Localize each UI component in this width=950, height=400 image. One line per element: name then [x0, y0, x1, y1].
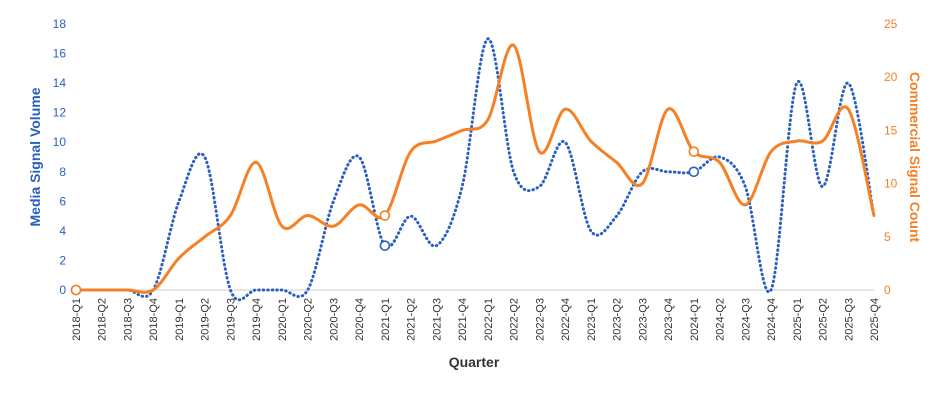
- left-tick-label: 0: [59, 283, 66, 297]
- right-tick-label: 10: [884, 177, 898, 191]
- right-tick-label: 20: [884, 70, 898, 84]
- media-highlight-point: [379, 240, 391, 251]
- left-axis-ticks: 0 2 4 6 8 10 12 14 16 18: [53, 17, 67, 297]
- x-tick-label: 2018-Q1: [71, 298, 83, 341]
- x-tick-label: 2021-Q1: [380, 298, 392, 341]
- x-tick-label: 2024-Q2: [715, 298, 727, 341]
- x-tick-label: 2024-Q3: [740, 298, 752, 341]
- x-tick-label: 2025-Q3: [843, 298, 855, 341]
- x-tick-label: 2019-Q1: [174, 298, 186, 341]
- commercial-highlight-point: [70, 284, 82, 296]
- right-axis-ticks: 0 5 10 15 20 25: [884, 17, 898, 297]
- series-layer: [74, 37, 876, 302]
- x-tick-label: 2021-Q4: [457, 298, 469, 341]
- x-tick-label: 2022-Q4: [560, 298, 572, 341]
- x-tick-label: 2019-Q4: [251, 298, 263, 341]
- x-tick-label: 2018-Q3: [122, 298, 134, 341]
- x-tick-label: 2025-Q2: [818, 298, 830, 341]
- left-tick-label: 2: [59, 253, 66, 267]
- x-tick-label: 2020-Q1: [277, 298, 289, 341]
- media-highlight-point: [688, 166, 700, 178]
- x-tick-label: 2020-Q3: [328, 298, 340, 341]
- commercial-highlight-point: [379, 210, 391, 221]
- left-tick-label: 10: [53, 135, 67, 149]
- x-tick-label: 2023-Q1: [586, 298, 598, 341]
- x-tick-label: 2022-Q1: [483, 298, 495, 341]
- x-tick-label: 2018-Q2: [97, 298, 109, 341]
- left-tick-label: 8: [59, 165, 66, 179]
- x-tick-label: 2023-Q3: [637, 298, 649, 341]
- x-tick-label: 2025-Q1: [792, 298, 804, 341]
- right-tick-label: 25: [884, 17, 898, 31]
- x-tick-label: 2019-Q2: [200, 298, 212, 341]
- x-axis-ticks: 2018-Q1 2018-Q2 2018-Q3 2018-Q4 2019-Q1 2019-…: [71, 298, 881, 341]
- left-tick-label: 16: [53, 47, 67, 61]
- x-axis-title: Quarter: [449, 354, 500, 370]
- x-tick-label: 2021-Q3: [431, 298, 443, 341]
- left-tick-label: 4: [59, 224, 66, 238]
- highlight-markers: [70, 146, 700, 296]
- left-tick-label: 18: [53, 17, 67, 31]
- x-tick-label: 2018-Q4: [148, 298, 160, 341]
- media-signal-series-line: [74, 37, 876, 302]
- x-tick-label: 2022-Q3: [534, 298, 546, 341]
- commercial-signal-series-line: [74, 43, 876, 294]
- right-tick-label: 5: [884, 230, 891, 244]
- x-tick-label: 2019-Q3: [225, 298, 237, 341]
- x-tick-label: 2020-Q4: [354, 298, 366, 341]
- left-tick-label: 12: [53, 106, 67, 120]
- x-tick-label: 2024-Q4: [766, 298, 778, 341]
- right-axis-title: Commercial Signal Count: [907, 72, 923, 243]
- left-tick-label: 6: [59, 194, 66, 208]
- right-tick-label: 0: [884, 283, 891, 297]
- x-tick-label: 2021-Q2: [406, 298, 418, 341]
- x-tick-label: 2023-Q4: [663, 298, 675, 341]
- x-tick-label: 2023-Q2: [612, 298, 624, 341]
- x-tick-label: 2022-Q2: [509, 298, 521, 341]
- x-tick-label: 2024-Q1: [689, 298, 701, 341]
- left-axis-title: Media Signal Volume: [27, 87, 43, 226]
- left-tick-label: 14: [53, 76, 67, 90]
- x-tick-label: 2020-Q2: [303, 298, 315, 341]
- right-tick-label: 15: [884, 123, 898, 137]
- commercial-highlight-point: [688, 146, 700, 157]
- x-tick-label: 2025-Q4: [869, 298, 881, 341]
